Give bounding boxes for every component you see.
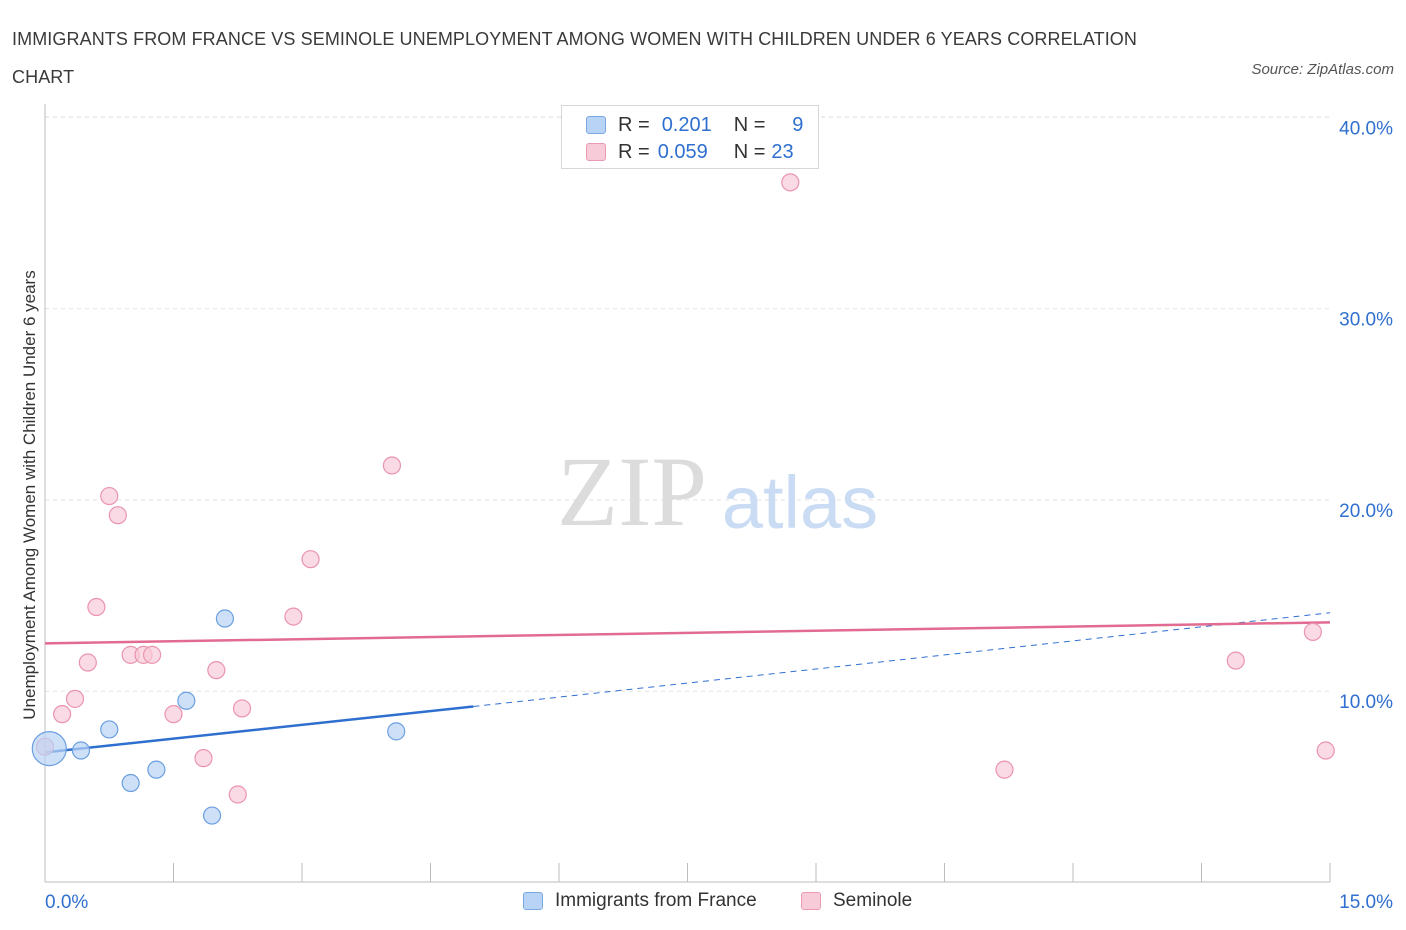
seminole-point <box>382 456 402 475</box>
legend-n-label: N = <box>733 113 766 136</box>
seminole-point <box>53 705 72 724</box>
data-points <box>31 173 1335 825</box>
watermark: ZIP atlas <box>557 436 878 547</box>
seminole-point <box>65 689 85 708</box>
y-tick-label: 10.0% <box>1339 692 1393 713</box>
x-tick-label: 0.0% <box>45 892 88 913</box>
trend-lines <box>44 612 1331 754</box>
seminole-point <box>164 705 183 724</box>
france-point <box>387 722 406 741</box>
seminole-point <box>1316 741 1335 760</box>
tick-labels: 10.0% 20.0% 30.0% 40.0% 0.0% 15.0% <box>45 118 1393 913</box>
y-tick-label: 40.0% <box>1339 118 1393 139</box>
watermark-zip: ZIP <box>557 436 707 547</box>
france-point <box>215 609 234 628</box>
seminole-point <box>995 760 1014 779</box>
france-point <box>121 773 140 793</box>
seminole-point <box>1226 651 1245 670</box>
seminole-point <box>78 653 97 672</box>
gridlines <box>45 116 1330 692</box>
france-point <box>202 806 222 825</box>
y-tick-label: 30.0% <box>1339 310 1393 331</box>
legend-r-label: R = <box>618 113 650 136</box>
france-point <box>177 691 196 710</box>
seminole-point <box>194 749 213 768</box>
france-point <box>71 741 91 760</box>
france-point <box>100 720 119 739</box>
seminole-point <box>232 699 252 718</box>
y-tick-label: 20.0% <box>1339 501 1393 522</box>
seminole-point <box>284 607 303 626</box>
seminole-point <box>207 661 226 680</box>
seminole-trend-line <box>44 621 1331 645</box>
legend-row-seminole: R = 0.059 N = 23 <box>586 140 799 164</box>
seminole-point <box>1303 622 1322 641</box>
legend-swatch-blue <box>586 116 606 134</box>
seminole-point <box>781 173 800 192</box>
bottom-legend-label: Immigrants from France <box>555 890 757 911</box>
x-tick-label: 15.0% <box>1339 892 1393 913</box>
france-point <box>147 760 166 779</box>
legend-r-label: R = <box>618 140 650 163</box>
legend-n-label: N = <box>733 140 766 163</box>
france-point <box>31 730 67 767</box>
bottom-legend-france: Immigrants from France <box>523 890 757 912</box>
legend-swatch-pink <box>586 143 606 161</box>
chart-title: IMMIGRANTS FROM FRANCE VS SEMINOLE UNEMP… <box>12 29 1138 87</box>
source-label: Source: ZipAtlas.com <box>1251 61 1394 78</box>
seminole-point <box>301 550 320 569</box>
seminole-point <box>142 645 162 664</box>
legend-r-value: 0.201 <box>661 113 712 136</box>
bottom-legend-swatch-pink <box>801 892 821 910</box>
france-trend-line <box>44 705 474 754</box>
seminole-point <box>228 785 247 804</box>
bottom-legend-label: Seminole <box>833 890 913 911</box>
seminole-point <box>87 597 106 617</box>
bottom-legend-seminole: Seminole <box>801 890 912 912</box>
legend-r-value: 0.059 <box>657 140 708 163</box>
legend-n-value: 23 <box>771 140 794 163</box>
bottom-legend-swatch-blue <box>523 892 543 910</box>
seminole-point <box>100 486 119 506</box>
france-trend-extension <box>473 612 1331 708</box>
legend-n-value: 9 <box>792 113 804 136</box>
seminole-point <box>108 506 127 525</box>
correlation-legend: R = 0.201 N = 9 R = 0.059 N = 23 <box>561 105 819 169</box>
watermark-atlas: atlas <box>722 461 878 544</box>
legend-row-france: R = 0.201 N = 9 <box>586 113 803 137</box>
